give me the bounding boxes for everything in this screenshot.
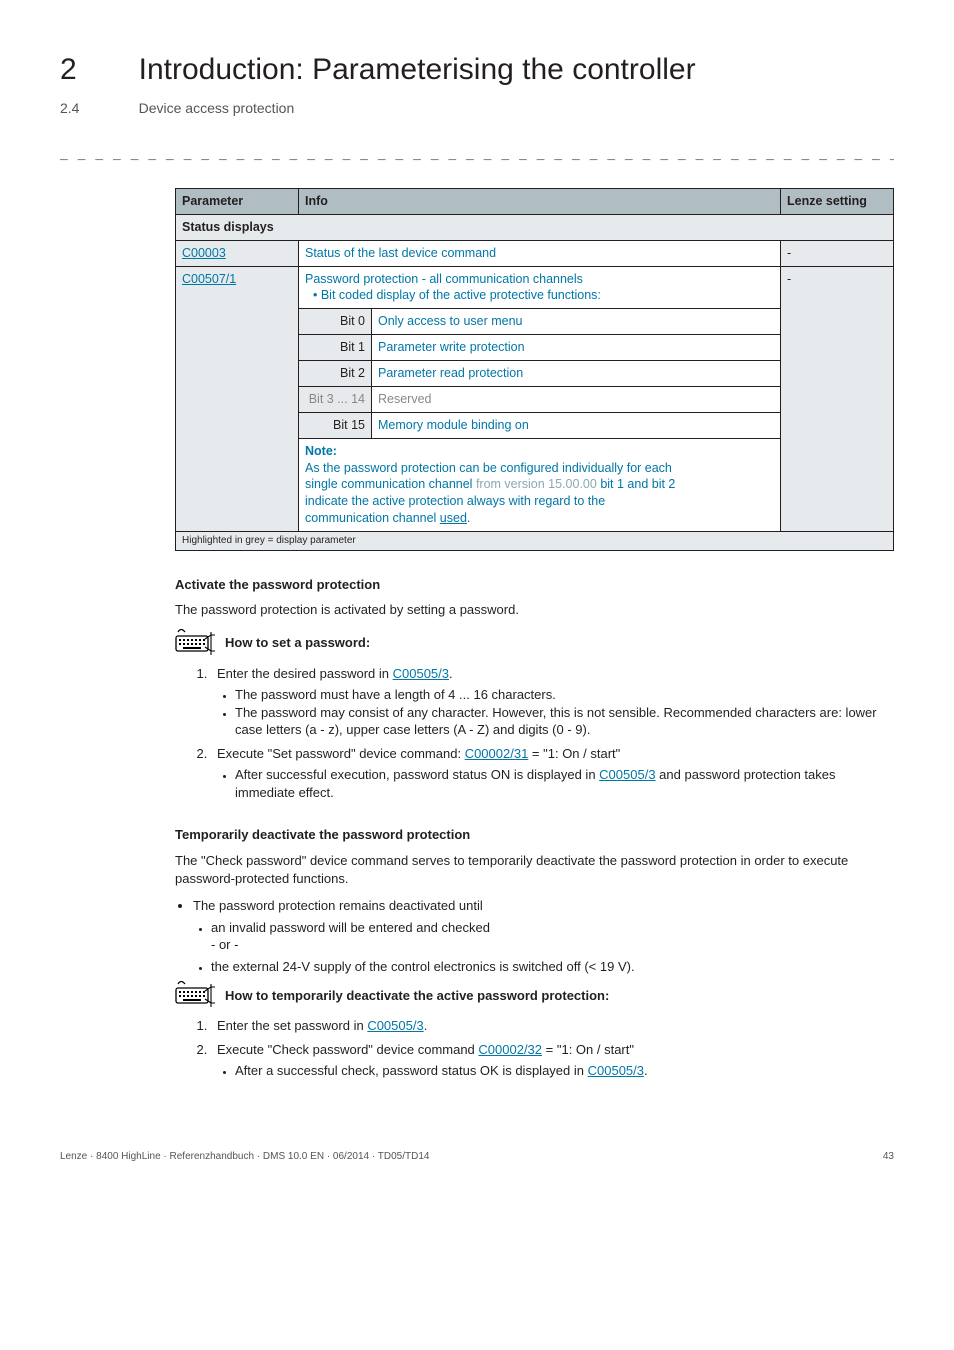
activate-steps: Enter the desired password in C00505/3. …	[175, 665, 894, 802]
bullet-item: an invalid password will be entered and …	[211, 919, 894, 954]
bit-value: Memory module binding on	[372, 412, 781, 438]
temp-intro: The "Check password" device command serv…	[175, 852, 894, 887]
main-content: Parameter Info Lenze setting Status disp…	[175, 188, 894, 1080]
table-header-row: Parameter Info Lenze setting	[176, 188, 894, 214]
link-c00505[interactable]: C00505/3	[367, 1018, 423, 1033]
link-c00505[interactable]: C00505/3	[599, 767, 655, 782]
howto-row: How to temporarily deactivate the active…	[175, 981, 894, 1009]
note-text: indicate the active protection always wi…	[305, 494, 605, 508]
activate-heading: Activate the password protection	[175, 576, 894, 594]
param-code-cell: C00003	[176, 240, 299, 266]
lenze-cell: -	[781, 266, 894, 532]
info-line: Password protection - all communication …	[305, 272, 583, 286]
link-c00505[interactable]: C00505/3	[588, 1063, 644, 1078]
or-text: - or -	[211, 937, 238, 952]
note-text: single communication channel	[305, 477, 476, 491]
step-text: .	[424, 1018, 428, 1033]
bit-value: Reserved	[372, 386, 781, 412]
chapter-number: 2	[60, 50, 135, 91]
temp-bullets: The password protection remains deactiva…	[175, 897, 894, 975]
bullet-item: After a successful check, password statu…	[235, 1062, 894, 1080]
th-parameter: Parameter	[176, 188, 299, 214]
status-displays-row: Status displays	[176, 214, 894, 240]
bullet-item: The password must have a length of 4 ...…	[235, 686, 894, 704]
bullet-text: .	[644, 1063, 648, 1078]
bullet-text: an invalid password will be entered and …	[211, 920, 490, 935]
link-c00002-32[interactable]: C00002/32	[478, 1042, 542, 1057]
bit-label: Bit 2	[299, 361, 372, 387]
bit-label: Bit 15	[299, 412, 372, 438]
bit-value: Parameter read protection	[372, 361, 781, 387]
footer-page-number: 43	[883, 1150, 894, 1164]
link-c00505[interactable]: C00505/3	[393, 666, 449, 681]
link-c00507[interactable]: C00507/1	[182, 272, 236, 286]
bullet-item: After successful execution, password sta…	[235, 766, 894, 801]
bullet-item: the external 24-V supply of the control …	[211, 958, 894, 976]
th-lenze: Lenze setting	[781, 188, 894, 214]
howto-label: How to set a password:	[225, 634, 370, 652]
th-info: Info	[299, 188, 781, 214]
step-item: Execute "Set password" device command: C…	[211, 745, 894, 802]
bit-label: Bit 3 ... 14	[299, 386, 372, 412]
step-item: Execute "Check password" device command …	[211, 1041, 894, 1080]
bullet-item: The password may consist of any characte…	[235, 704, 894, 739]
bullet-text: The password protection remains deactiva…	[193, 898, 483, 913]
note-text: bit 1 and bit 2	[597, 477, 676, 491]
section-title: Device access protection	[139, 99, 295, 118]
bit-value: Parameter write protection	[372, 335, 781, 361]
status-displays-cell: Status displays	[176, 214, 894, 240]
bit-label: Bit 0	[299, 309, 372, 335]
activate-intro: The password protection is activated by …	[175, 601, 894, 619]
step-text: Execute "Check password" device command	[217, 1042, 478, 1057]
step-text: = "1: On / start"	[542, 1042, 634, 1057]
step-text: = "1: On / start"	[528, 746, 620, 761]
howto-label: How to temporarily deactivate the active…	[225, 987, 609, 1005]
page-footer: Lenze · 8400 HighLine · Referenzhandbuch…	[60, 1150, 894, 1164]
bit-value: Only access to user menu	[372, 309, 781, 335]
note-version: from version 15.00.00	[476, 477, 597, 491]
bullet-text: After a successful check, password statu…	[235, 1063, 588, 1078]
howto-row: How to set a password:	[175, 629, 894, 657]
step-item: Enter the set password in C00505/3.	[211, 1017, 894, 1035]
step-text: Enter the desired password in	[217, 666, 393, 681]
sub-list: an invalid password will be entered and …	[193, 919, 894, 976]
lenze-cell: -	[781, 240, 894, 266]
info-cell: Password protection - all communication …	[299, 266, 781, 309]
note-text: As the password protection can be config…	[305, 461, 672, 475]
bit-label: Bit 1	[299, 335, 372, 361]
link-c00003[interactable]: C00003	[182, 246, 226, 260]
keyboard-icon	[175, 981, 217, 1009]
sub-list: After successful execution, password sta…	[217, 766, 894, 801]
table-row: C00003 Status of the last device command…	[176, 240, 894, 266]
info-cell: Status of the last device command	[299, 240, 781, 266]
bullet-item: The password protection remains deactiva…	[193, 897, 894, 975]
param-code-cell: C00507/1	[176, 266, 299, 532]
parameter-table: Parameter Info Lenze setting Status disp…	[175, 188, 894, 532]
chapter-title: Introduction: Parameterising the control…	[139, 50, 696, 91]
temp-steps: Enter the set password in C00505/3. Exec…	[175, 1017, 894, 1080]
page-header: 2 Introduction: Parameterising the contr…	[60, 50, 894, 117]
section-number: 2.4	[60, 99, 135, 118]
table-row: C00507/1 Password protection - all commu…	[176, 266, 894, 309]
step-text: .	[449, 666, 453, 681]
sub-list: After a successful check, password statu…	[217, 1062, 894, 1080]
step-item: Enter the desired password in C00505/3. …	[211, 665, 894, 739]
footer-left: Lenze · 8400 HighLine · Referenzhandbuch…	[60, 1150, 429, 1164]
note-text: .	[467, 511, 470, 525]
note-text: communication channel	[305, 511, 440, 525]
bullet-text: After successful execution, password sta…	[235, 767, 599, 782]
step-text: Execute "Set password" device command:	[217, 746, 465, 761]
note-cell: Note: As the password protection can be …	[299, 438, 781, 531]
note-underline: used	[440, 511, 467, 525]
temp-heading: Temporarily deactivate the password prot…	[175, 826, 894, 844]
table-footnote: Highlighted in grey = display parameter	[175, 532, 894, 551]
note-head: Note:	[305, 444, 337, 458]
step-text: Enter the set password in	[217, 1018, 367, 1033]
link-c00002-31[interactable]: C00002/31	[465, 746, 529, 761]
sub-list: The password must have a length of 4 ...…	[217, 686, 894, 739]
separator-rule: _ _ _ _ _ _ _ _ _ _ _ _ _ _ _ _ _ _ _ _ …	[60, 145, 894, 163]
info-line: • Bit coded display of the active protec…	[305, 288, 601, 302]
keyboard-icon	[175, 629, 217, 657]
